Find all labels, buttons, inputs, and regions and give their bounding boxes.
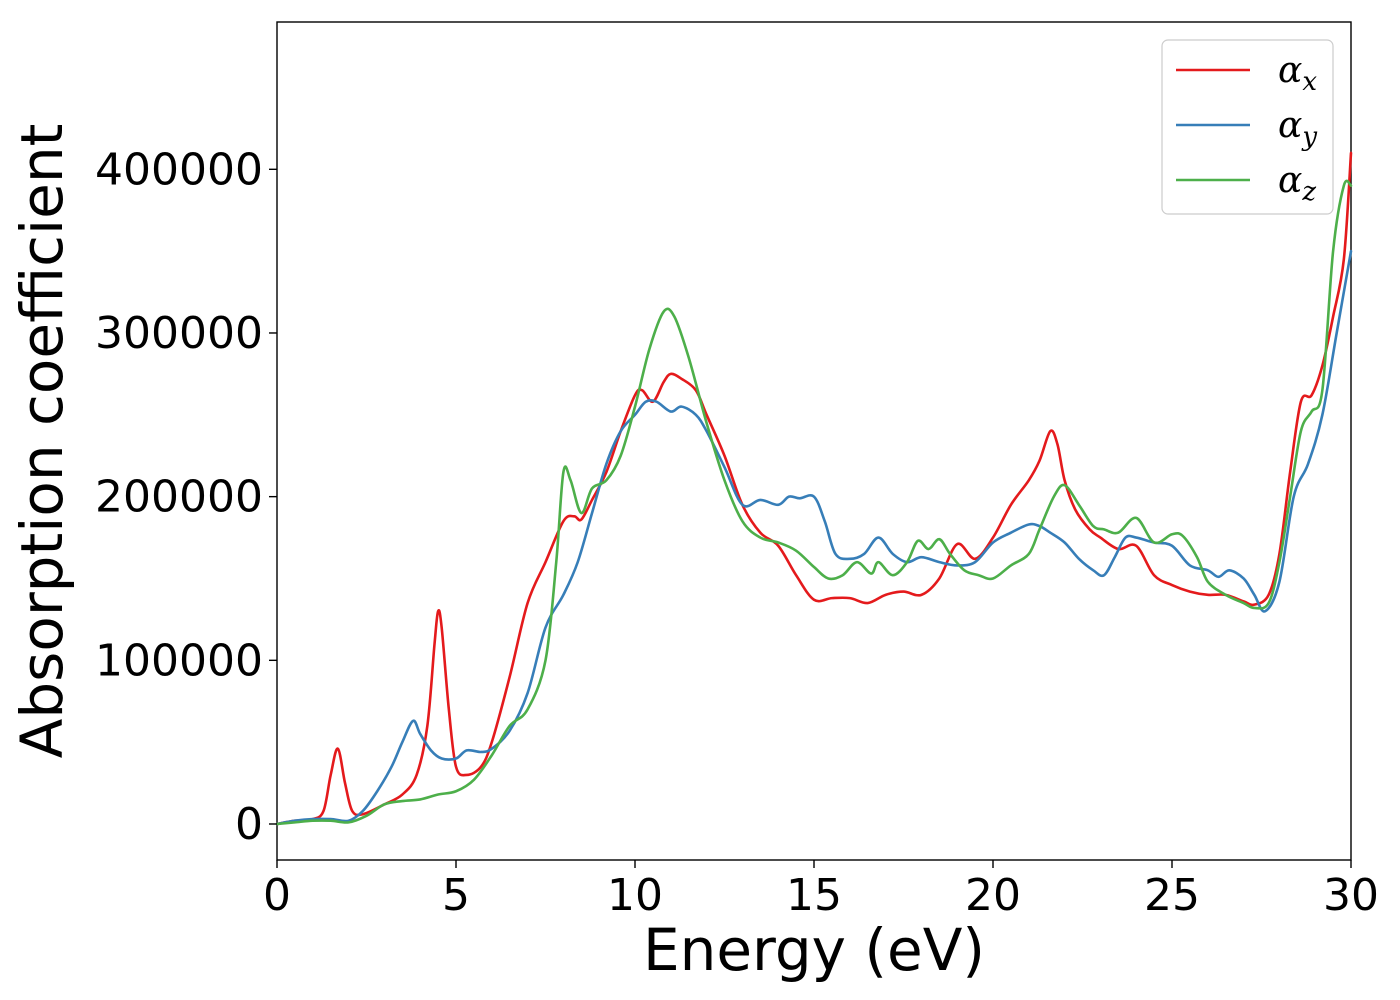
legend: αx αy αz [1161,39,1334,215]
series-layer [275,151,1353,826]
x-axis: 0 5 10 15 20 25 30 [263,860,1379,921]
x-tick-label: 10 [607,870,663,921]
y-axis-title: Absorption coefficient [8,124,76,759]
x-tick-label: 0 [263,870,291,921]
y-axis: 0 100000 200000 300000 400000 [95,144,277,850]
x-tick-label: 20 [965,870,1021,921]
legend-label-alpha-z: αz [1278,160,1316,207]
x-tick-label: 5 [442,870,470,921]
y-tick-label: 200000 [95,472,263,523]
series-line-alpha-y [275,249,1353,826]
legend-label-alpha-x: αx [1278,50,1317,97]
y-tick-label: 400000 [95,144,263,195]
legend-items: αx αy αz [1176,50,1317,207]
legend-label-alpha-y: αy [1278,105,1317,152]
x-axis-title: Energy (eV) [643,916,985,984]
x-tick-label: 30 [1323,870,1379,921]
y-tick-label: 300000 [95,308,263,359]
legend-frame [1161,39,1334,215]
series-line-alpha-x [275,151,1353,826]
x-tick-label: 25 [1144,870,1200,921]
series-line-alpha-z [275,179,1353,826]
x-tick-label: 15 [786,870,842,921]
y-tick-label: 100000 [95,635,263,686]
y-tick-label: 0 [235,799,263,850]
